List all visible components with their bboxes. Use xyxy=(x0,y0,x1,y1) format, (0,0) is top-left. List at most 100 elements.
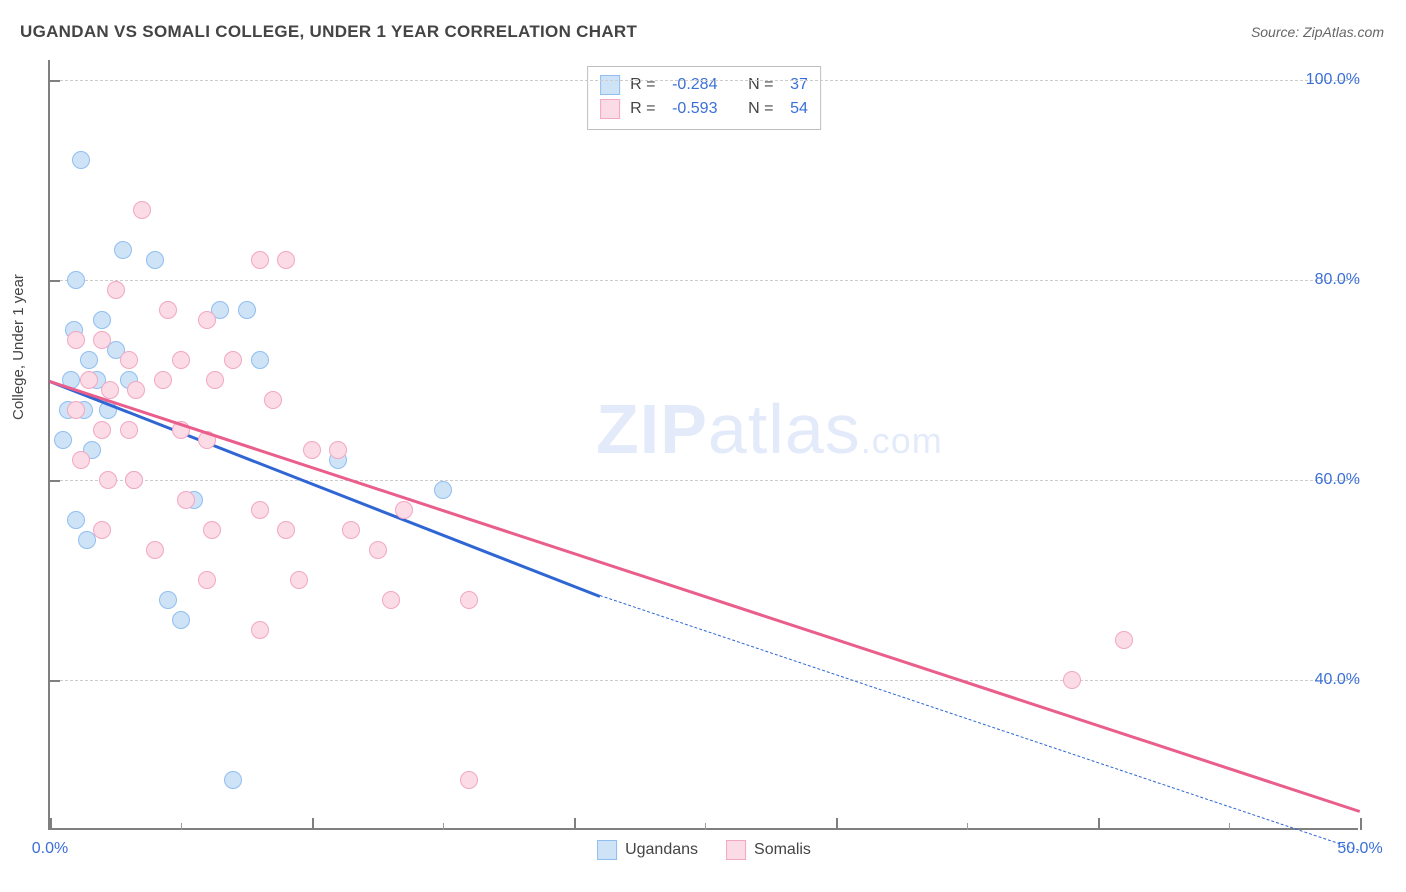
data-point-somalis xyxy=(127,381,145,399)
data-point-somalis xyxy=(203,521,221,539)
legend-n-value: 54 xyxy=(790,100,808,118)
legend-r-value: -0.284 xyxy=(672,76,738,94)
y-tick xyxy=(50,480,60,482)
series-legend: Ugandans Somalis xyxy=(597,840,811,860)
y-tick-label: 40.0% xyxy=(1315,671,1360,689)
data-point-somalis xyxy=(120,421,138,439)
x-tick xyxy=(312,818,314,830)
data-point-ugandans xyxy=(80,351,98,369)
data-point-somalis xyxy=(93,521,111,539)
legend-swatch xyxy=(600,75,620,95)
data-point-somalis xyxy=(264,391,282,409)
data-point-ugandans xyxy=(159,591,177,609)
x-tick-minor xyxy=(443,823,444,830)
legend-item: Somalis xyxy=(726,840,811,860)
x-tick xyxy=(574,818,576,830)
watermark: ZIPatlas.com xyxy=(596,389,943,469)
data-point-somalis xyxy=(251,251,269,269)
legend-swatch xyxy=(600,99,620,119)
y-tick xyxy=(50,280,60,282)
gridline xyxy=(50,680,1358,681)
y-tick-label: 100.0% xyxy=(1306,71,1360,89)
data-point-somalis xyxy=(80,371,98,389)
data-point-somalis xyxy=(125,471,143,489)
x-tick xyxy=(1360,818,1362,830)
chart-title: UGANDAN VS SOMALI COLLEGE, UNDER 1 YEAR … xyxy=(20,22,637,42)
legend-row-ugandans: R =-0.284N =37 xyxy=(600,73,808,97)
data-point-ugandans xyxy=(67,511,85,529)
data-point-somalis xyxy=(395,501,413,519)
data-point-somalis xyxy=(172,351,190,369)
data-point-ugandans xyxy=(224,771,242,789)
correlation-legend: R =-0.284N =37R =-0.593N =54 xyxy=(587,66,821,130)
legend-item: Ugandans xyxy=(597,840,698,860)
data-point-ugandans xyxy=(93,311,111,329)
data-point-somalis xyxy=(460,591,478,609)
data-point-ugandans xyxy=(434,481,452,499)
data-point-somalis xyxy=(1063,671,1081,689)
data-point-somalis xyxy=(206,371,224,389)
x-tick-minor xyxy=(967,823,968,830)
data-point-somalis xyxy=(72,451,90,469)
trend-line xyxy=(49,380,1360,813)
chart-plot-area: ZIPatlas.com R =-0.284N =37R =-0.593N =5… xyxy=(48,60,1358,830)
data-point-somalis xyxy=(290,571,308,589)
x-tick xyxy=(836,818,838,830)
legend-r-value: -0.593 xyxy=(672,100,738,118)
y-tick-label: 80.0% xyxy=(1315,271,1360,289)
legend-label: Somalis xyxy=(754,841,811,859)
x-tick-minor xyxy=(705,823,706,830)
x-tick-minor xyxy=(1229,823,1230,830)
data-point-somalis xyxy=(146,541,164,559)
data-point-somalis xyxy=(277,251,295,269)
legend-stat-label: N = xyxy=(748,100,780,118)
data-point-somalis xyxy=(67,331,85,349)
data-point-somalis xyxy=(1115,631,1133,649)
data-point-somalis xyxy=(133,201,151,219)
data-point-ugandans xyxy=(238,301,256,319)
data-point-somalis xyxy=(101,381,119,399)
legend-swatch xyxy=(597,840,617,860)
data-point-somalis xyxy=(93,331,111,349)
gridline xyxy=(50,480,1358,481)
data-point-ugandans xyxy=(251,351,269,369)
x-tick-minor xyxy=(181,823,182,830)
data-point-somalis xyxy=(382,591,400,609)
y-tick xyxy=(50,80,60,82)
data-point-ugandans xyxy=(114,241,132,259)
x-tick xyxy=(50,818,52,830)
data-point-somalis xyxy=(198,311,216,329)
data-point-somalis xyxy=(460,771,478,789)
legend-label: Ugandans xyxy=(625,841,698,859)
data-point-somalis xyxy=(67,401,85,419)
x-tick-label: 0.0% xyxy=(32,840,68,858)
legend-row-somalis: R = -0.593 N = 54 xyxy=(600,97,808,121)
data-point-somalis xyxy=(177,491,195,509)
data-point-somalis xyxy=(329,441,347,459)
data-point-ugandans xyxy=(172,611,190,629)
gridline xyxy=(50,80,1358,81)
data-point-somalis xyxy=(224,351,242,369)
data-point-somalis xyxy=(99,471,117,489)
data-point-somalis xyxy=(198,571,216,589)
data-point-ugandans xyxy=(146,251,164,269)
y-axis-label: College, Under 1 year xyxy=(10,274,27,420)
data-point-somalis xyxy=(159,301,177,319)
legend-stat-label: R = xyxy=(630,100,662,118)
data-point-somalis xyxy=(107,281,125,299)
x-tick xyxy=(1098,818,1100,830)
data-point-somalis xyxy=(277,521,295,539)
data-point-somalis xyxy=(342,521,360,539)
data-point-ugandans xyxy=(72,151,90,169)
data-point-somalis xyxy=(251,621,269,639)
legend-stat-label: N = xyxy=(748,76,780,94)
data-point-somalis xyxy=(93,421,111,439)
data-point-ugandans xyxy=(54,431,72,449)
trend-line xyxy=(600,595,1360,851)
x-tick-label: 50.0% xyxy=(1337,840,1382,858)
legend-swatch xyxy=(726,840,746,860)
y-tick xyxy=(50,680,60,682)
data-point-somalis xyxy=(303,441,321,459)
data-point-somalis xyxy=(251,501,269,519)
data-point-somalis xyxy=(369,541,387,559)
